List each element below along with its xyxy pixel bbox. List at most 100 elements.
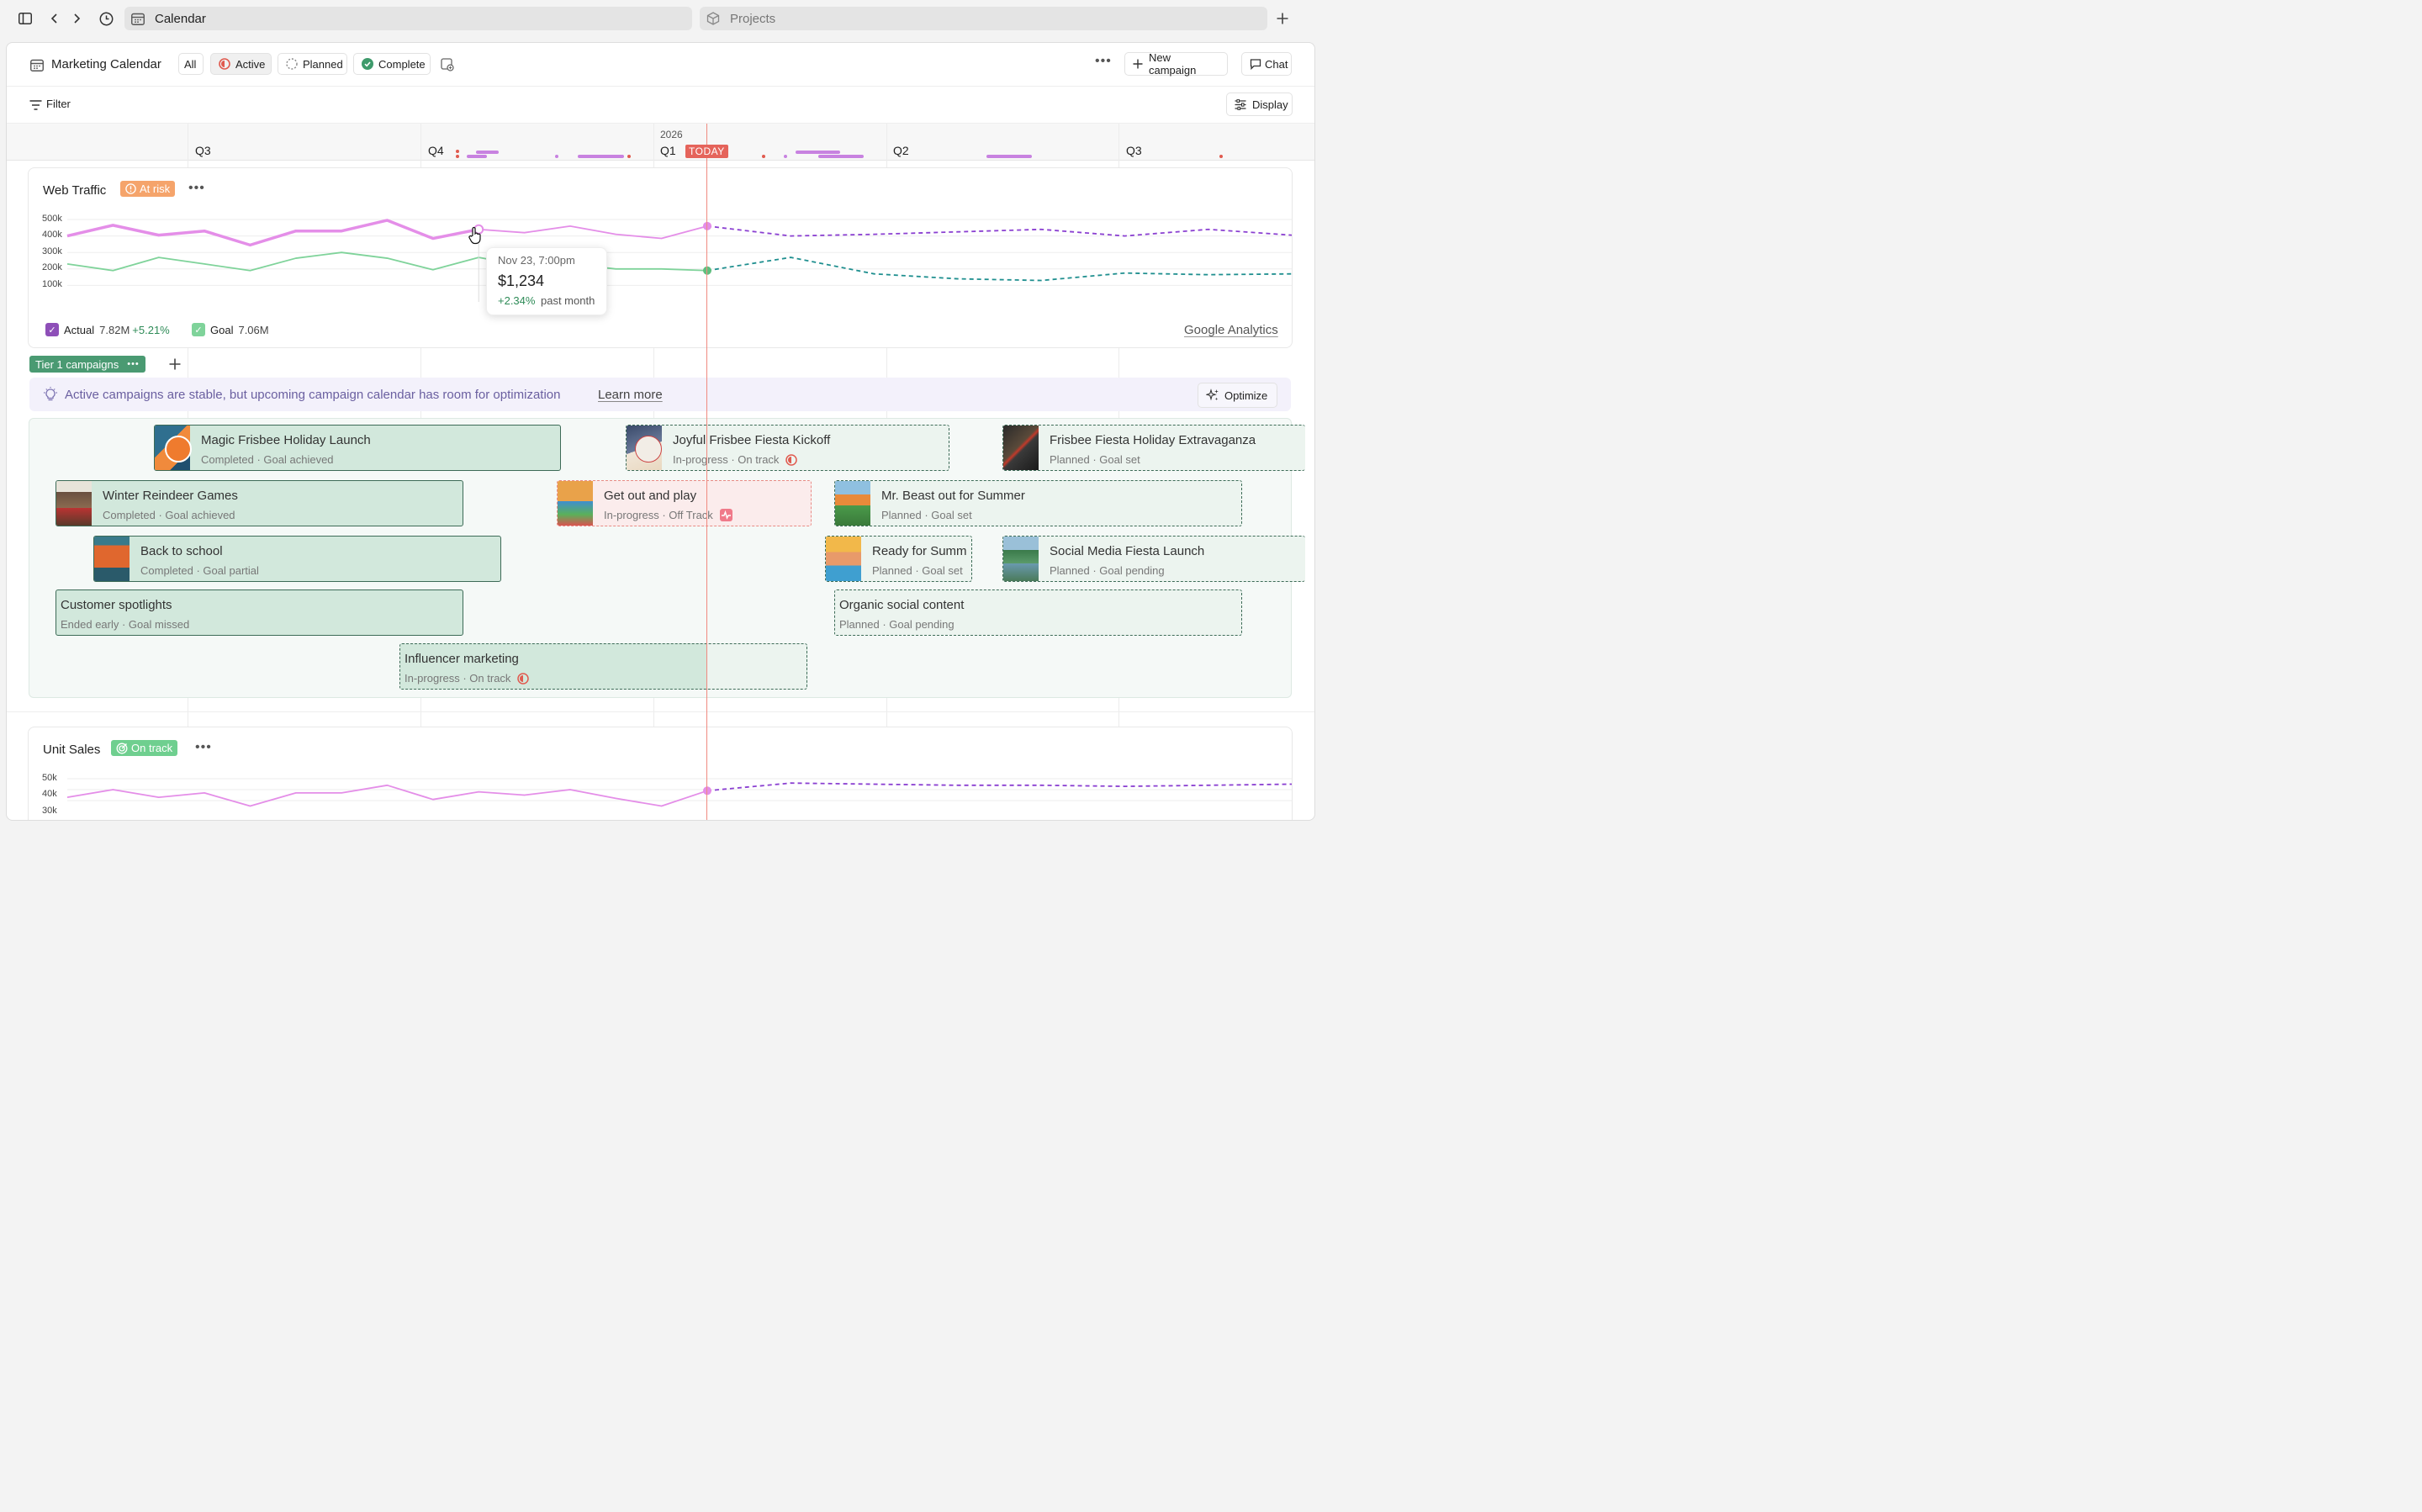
filter-button[interactable]: Filter <box>46 98 71 110</box>
new-campaign-label: New campaign <box>1149 51 1197 77</box>
campaign-name: Ready for Summ <box>872 544 967 558</box>
at-risk-label: At risk <box>140 182 171 195</box>
year-label: 2026 <box>660 129 683 140</box>
y-tick: 40k <box>42 789 57 799</box>
campaign-bar[interactable]: Organic social content Planned · Goal pe… <box>834 589 1242 636</box>
on-track-label: On track <box>131 742 173 754</box>
filter-all-button[interactable]: All <box>178 53 204 75</box>
campaign-status: Completed · Goal partial <box>140 564 259 577</box>
legend-actual[interactable]: ✓ Actual 7.82M +5.21% <box>45 323 170 336</box>
campaign-bar[interactable]: Frisbee Fiesta Holiday Extravaganza Plan… <box>1002 425 1305 471</box>
calendar-icon <box>30 59 44 76</box>
page-header: Marketing Calendar All Active Planned <box>7 43 1314 87</box>
insight-text: Active campaigns are stable, but upcomin… <box>65 388 561 402</box>
add-group-icon[interactable] <box>169 358 181 374</box>
unit-sales-more-icon[interactable]: ••• <box>195 740 212 754</box>
more-options-icon[interactable]: ••• <box>1095 54 1112 68</box>
campaign-bar[interactable]: Get out and play In-progress · Off Track <box>557 480 812 526</box>
tooltip-date: Nov 23, 7:00pm <box>498 254 575 267</box>
filter-bar: Filter Display <box>7 87 1314 124</box>
campaign-name: Social Media Fiesta Launch <box>1050 544 1205 558</box>
campaign-status-text: Planned · Goal pending <box>1050 564 1165 577</box>
legend-actual-delta: +5.21% <box>132 323 170 336</box>
history-icon[interactable] <box>97 9 115 28</box>
campaign-name: Back to school <box>140 544 223 558</box>
today-marker-line <box>706 124 707 820</box>
quarter-label: Q2 <box>893 144 909 157</box>
google-analytics-link[interactable]: Google Analytics <box>1184 323 1278 337</box>
campaign-bar[interactable]: Joyful Frisbee Fiesta Kickoff In-progres… <box>626 425 949 471</box>
filter-complete-button[interactable]: Complete <box>353 53 431 75</box>
campaign-bar[interactable]: Customer spotlights Ended early · Goal m… <box>56 589 463 636</box>
forward-icon[interactable] <box>67 9 86 28</box>
optimize-button[interactable]: Optimize <box>1198 383 1277 408</box>
campaign-name: Influencer marketing <box>405 652 519 666</box>
campaign-thumbnail <box>558 481 593 526</box>
legend-goal-value: 7.06M <box>238 323 269 336</box>
campaign-bar[interactable]: Winter Reindeer Games Completed · Goal a… <box>56 480 463 526</box>
campaign-thumbnail <box>155 426 192 470</box>
chat-button[interactable]: Chat <box>1241 52 1292 76</box>
chart-tooltip: Nov 23, 7:00pm $1,234 +2.34% past month <box>486 247 607 315</box>
on-track-badge: On track <box>111 740 178 756</box>
campaign-status: In-progress · On track <box>673 453 798 466</box>
display-button[interactable]: Display <box>1226 93 1293 116</box>
tab-projects[interactable]: Projects <box>700 7 1267 30</box>
learn-more-link[interactable]: Learn more <box>598 388 663 402</box>
quarter-label: Q4 <box>428 144 444 157</box>
today-badge: TODAY <box>685 145 728 158</box>
filter-planned-button[interactable]: Planned <box>278 53 347 75</box>
back-icon[interactable] <box>45 9 64 28</box>
campaign-status: Planned · Goal pending <box>1050 564 1165 577</box>
legend-actual-label: Actual <box>64 323 95 336</box>
legend-goal-label: Goal <box>210 323 234 336</box>
filter-complete-label: Complete <box>378 57 426 71</box>
unit-sales-title: Unit Sales <box>43 743 101 757</box>
active-status-icon <box>517 672 530 685</box>
chat-label: Chat <box>1265 57 1288 71</box>
campaign-status-text: Planned · Goal set <box>881 509 972 521</box>
optimize-label: Optimize <box>1224 389 1268 402</box>
campaign-status: In-progress · On track <box>405 672 530 685</box>
calendar-icon <box>131 13 148 25</box>
campaign-bar[interactable]: Social Media Fiesta Launch Planned · Goa… <box>1002 536 1305 582</box>
add-view-icon[interactable] <box>441 58 454 76</box>
campaign-status: In-progress · Off Track <box>604 509 732 521</box>
section-divider <box>7 711 1314 712</box>
sliders-icon <box>1235 98 1246 110</box>
campaign-bar[interactable]: Back to school Completed · Goal partial <box>93 536 501 582</box>
legend-actual-value: 7.82M <box>99 323 130 336</box>
filter-active-label: Active <box>235 57 266 71</box>
tier-more-icon[interactable]: ••• <box>127 359 140 369</box>
campaign-bar[interactable]: Magic Frisbee Holiday Launch Completed ·… <box>154 425 561 471</box>
web-traffic-more-icon[interactable]: ••• <box>188 181 205 195</box>
sidebar-toggle-icon[interactable] <box>16 9 34 28</box>
web-traffic-chart[interactable] <box>29 168 1292 347</box>
campaign-status: Planned · Goal pending <box>839 618 955 631</box>
y-tick: 500k <box>42 214 62 224</box>
today-data-point <box>703 266 711 275</box>
campaign-name: Get out and play <box>604 489 697 503</box>
campaign-thumbnail <box>1003 537 1039 581</box>
campaign-bar[interactable]: Mr. Beast out for Summer Planned · Goal … <box>834 480 1242 526</box>
campaign-bar[interactable]: Influencer marketing In-progress · On tr… <box>399 643 807 690</box>
checkbox-checked-icon[interactable]: ✓ <box>192 323 205 336</box>
tab-calendar[interactable]: Calendar <box>124 7 692 30</box>
checkbox-checked-icon[interactable]: ✓ <box>45 323 59 336</box>
tab-projects-label: Projects <box>730 11 776 26</box>
new-tab-icon[interactable] <box>1273 9 1292 28</box>
y-tick: 200k <box>42 262 62 272</box>
campaign-thumbnail <box>94 537 130 581</box>
filter-icon[interactable] <box>29 99 42 114</box>
campaign-thumbnail <box>627 426 662 470</box>
campaign-bar[interactable]: Ready for Summ Planned · Goal set <box>825 536 972 582</box>
filter-active-button[interactable]: Active <box>210 53 272 75</box>
unit-sales-chart[interactable] <box>29 727 1292 821</box>
new-campaign-button[interactable]: New campaign <box>1124 51 1228 77</box>
tier-1-group-tag[interactable]: Tier 1 campaigns ••• <box>29 356 145 373</box>
legend-goal[interactable]: ✓ Goal 7.06M <box>192 323 269 336</box>
campaign-name: Mr. Beast out for Summer <box>881 489 1025 503</box>
filter-all-label: All <box>184 57 197 71</box>
campaign-status-text: In-progress · On track <box>405 672 511 685</box>
warning-icon <box>125 183 136 194</box>
